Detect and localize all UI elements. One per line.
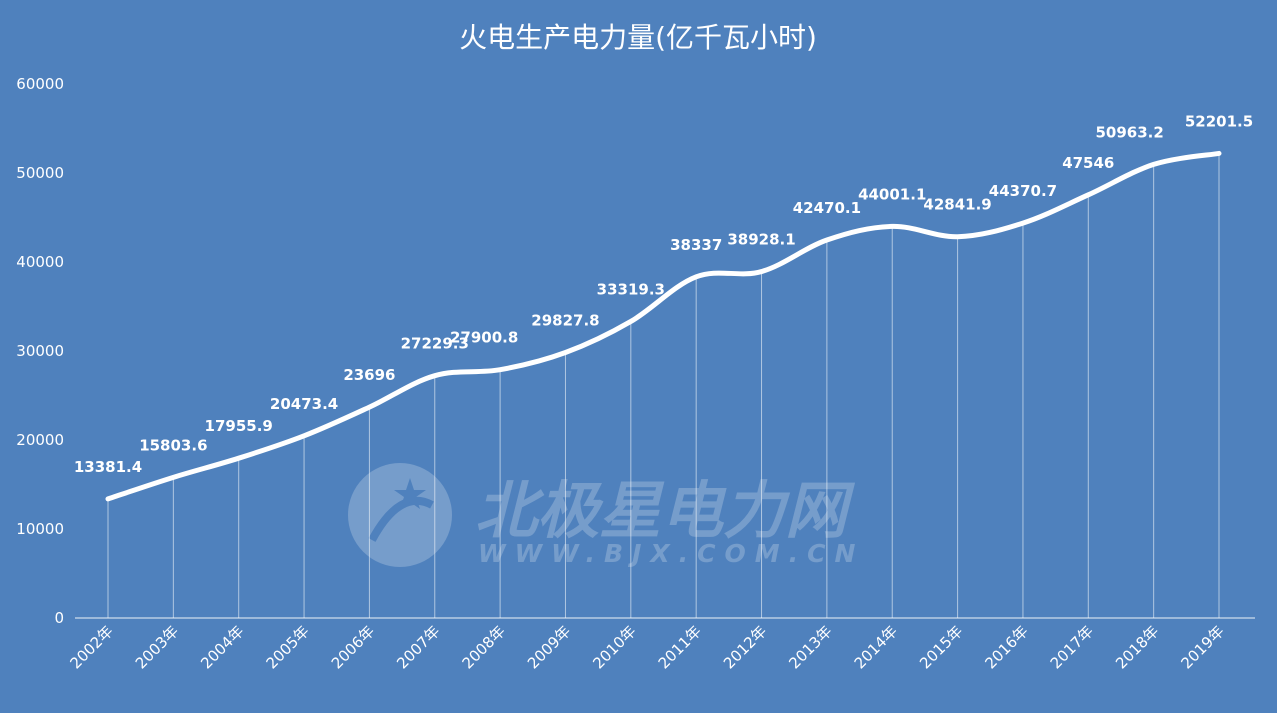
watermark-url: WWW.BJX.COM.CN [478, 539, 864, 568]
watermark-logo-icon [348, 463, 452, 567]
data-label: 47546 [1062, 154, 1114, 172]
data-label: 15803.6 [139, 436, 207, 454]
x-tick-label: 2018年 [1112, 622, 1162, 672]
x-tick-label: 2012年 [720, 622, 770, 672]
data-label: 44370.7 [989, 182, 1057, 200]
data-label: 27229.3 [401, 335, 469, 353]
data-label: 29827.8 [531, 312, 599, 330]
x-tick-label: 2009年 [524, 622, 574, 672]
x-tick-label: 2007年 [393, 622, 443, 672]
watermark-name: 北极星电力网 [475, 474, 856, 547]
data-label: 52201.5 [1185, 112, 1253, 130]
data-label: 38928.1 [727, 231, 795, 249]
y-tick-label: 10000 [16, 520, 64, 538]
x-tick-label: 2002年 [66, 622, 116, 672]
x-tick-label: 2013年 [785, 622, 835, 672]
x-tick-label: 2005年 [263, 622, 313, 672]
x-tick-label: 2019年 [1177, 622, 1227, 672]
x-tick-label: 2006年 [328, 622, 378, 672]
data-label: 13381.4 [74, 458, 142, 476]
y-tick-label: 0 [54, 609, 64, 627]
data-label: 42470.1 [793, 199, 861, 217]
x-tick-label: 2004年 [197, 622, 247, 672]
x-tick-label: 2017年 [1047, 622, 1097, 672]
data-label: 17955.9 [205, 417, 273, 435]
x-axis-ticks: 2002年 2003年 2004年 2005年 2006年 2007年 2008年 2009年… [66, 622, 1227, 672]
data-label: 27900.8 [450, 329, 518, 347]
data-label: 44001.1 [858, 185, 926, 203]
chart-title: 火电生产电力量(亿千瓦小时) [459, 21, 817, 54]
y-axis-ticks: 0 10000 20000 30000 40000 50000 60000 [16, 75, 64, 627]
y-tick-label: 20000 [16, 431, 64, 449]
y-tick-label: 40000 [16, 253, 64, 271]
x-tick-label: 2008年 [459, 622, 509, 672]
x-tick-label: 2016年 [981, 622, 1031, 672]
x-tick-label: 2015年 [916, 622, 966, 672]
data-label: 38337 [670, 236, 722, 254]
x-tick-label: 2014年 [851, 622, 901, 672]
data-label: 42841.9 [923, 196, 991, 214]
x-tick-label: 2010年 [589, 622, 639, 672]
drop-lines [107, 153, 1220, 618]
data-label: 20473.4 [270, 395, 338, 413]
y-tick-label: 50000 [16, 164, 64, 182]
data-label: 23696 [343, 366, 395, 384]
y-tick-label: 60000 [16, 75, 64, 93]
data-label: 50963.2 [1095, 123, 1163, 141]
y-tick-label: 30000 [16, 342, 64, 360]
watermark: 北极星电力网 WWW.BJX.COM.CN [348, 463, 864, 568]
x-tick-label: 2011年 [655, 622, 705, 672]
data-label: 33319.3 [597, 280, 665, 298]
x-tick-label: 2003年 [132, 622, 182, 672]
series-line [105, 150, 1222, 502]
